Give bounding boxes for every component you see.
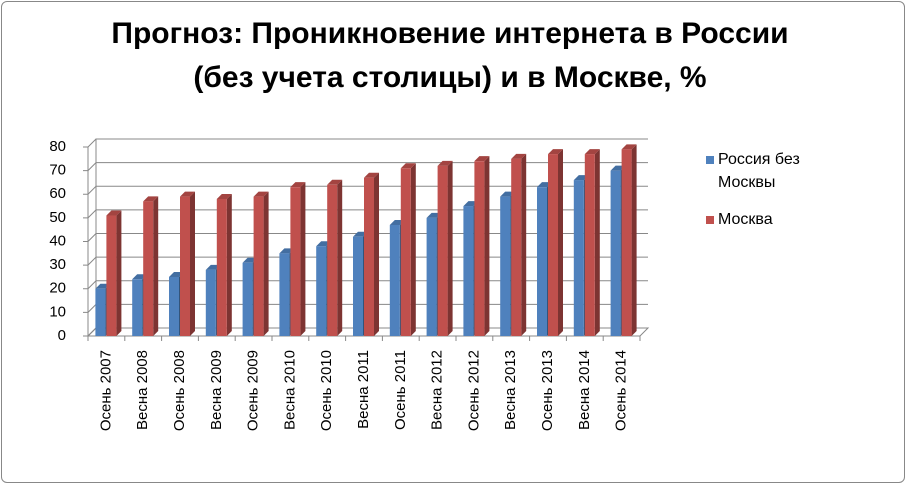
bar	[279, 253, 290, 336]
bar-side	[263, 191, 269, 336]
bar	[353, 236, 363, 336]
bar	[169, 276, 179, 336]
bar	[400, 168, 411, 336]
x-tick-label: Весна 2011	[355, 350, 372, 429]
bar	[584, 154, 595, 336]
bar	[573, 180, 584, 336]
bar	[364, 177, 374, 336]
bar	[95, 288, 106, 336]
bar-top	[364, 172, 379, 178]
y-tick-label: 80	[49, 138, 66, 155]
bar	[132, 279, 143, 336]
legend-entry: Москва	[706, 208, 828, 231]
bar-top	[106, 210, 122, 216]
bar	[621, 149, 632, 336]
legend-entry: Россия без Москвы	[706, 148, 828, 194]
bar-top	[621, 144, 637, 150]
legend-swatch	[706, 156, 714, 164]
bar	[437, 165, 448, 336]
bar	[290, 187, 301, 336]
x-tick-label: Осень 2009	[245, 350, 262, 431]
x-tick-label: Весна 2014	[576, 350, 593, 430]
y-tick-label: 0	[58, 327, 66, 344]
bar-top	[327, 179, 343, 185]
bar-side	[300, 182, 306, 336]
bar-side	[631, 144, 637, 336]
bar-side	[226, 193, 232, 336]
bar	[474, 161, 485, 336]
x-tick-label: Осень 2008	[171, 350, 188, 431]
bar	[389, 224, 400, 336]
bar-side	[190, 191, 195, 336]
bar-top	[180, 191, 195, 197]
x-tick-label: Весна 2012	[429, 350, 446, 430]
bar-top	[474, 156, 490, 162]
bar	[511, 158, 522, 336]
bar	[537, 187, 547, 336]
bar	[205, 269, 216, 336]
bar-top	[216, 193, 232, 199]
x-tick-label: Весна 2008	[134, 350, 151, 430]
y-tick-label: 70	[49, 162, 66, 179]
x-tick-label: Весна 2013	[502, 350, 519, 430]
y-tick-label: 20	[49, 280, 66, 297]
bar-side	[153, 196, 159, 336]
bar	[253, 196, 264, 336]
y-tick-label: 60	[49, 185, 66, 202]
bar	[216, 198, 227, 336]
bar-top	[584, 149, 600, 155]
chart-title: Прогноз: Проникновение интернета в Росси…	[111, 17, 789, 94]
bar	[548, 154, 558, 336]
y-tick-label: 10	[49, 303, 66, 320]
bar-side	[484, 156, 490, 336]
grid-line	[87, 185, 648, 195]
legend-label: Москва	[718, 211, 773, 228]
bar-side	[410, 163, 416, 336]
grid-line	[87, 138, 648, 148]
y-tick-label: 40	[49, 232, 66, 249]
bar	[180, 196, 190, 336]
legend-swatch	[706, 216, 714, 224]
bar	[500, 196, 511, 336]
bar	[143, 201, 154, 336]
x-tick-label: Весна 2009	[208, 350, 225, 430]
bar-side	[337, 179, 343, 336]
bar-side	[447, 160, 453, 336]
y-tick-label: 50	[49, 209, 66, 226]
bar-top	[437, 160, 453, 166]
x-tick-label: Осень 2013	[539, 350, 556, 431]
bar-top	[548, 149, 563, 155]
bar-top	[253, 191, 269, 197]
bar-top	[143, 196, 159, 202]
bar-top	[400, 163, 416, 169]
legend-label: Россия без Москвы	[718, 151, 800, 191]
bar-top	[511, 153, 527, 159]
y-tick-label: 30	[49, 256, 66, 273]
bar-side	[558, 149, 563, 336]
bar-side	[116, 210, 122, 336]
bar-top	[290, 182, 306, 188]
x-tick-label: Осень 2007	[97, 350, 114, 431]
x-tick-label: Осень 2012	[465, 350, 482, 431]
bar	[316, 246, 327, 336]
x-tick-label: Осень 2014	[613, 350, 630, 431]
x-tick-label: Осень 2011	[392, 350, 409, 430]
bar	[610, 170, 621, 336]
bar	[106, 215, 117, 336]
bar	[463, 206, 474, 336]
grid-line	[87, 162, 648, 171]
bar-side	[594, 149, 600, 336]
bar	[327, 184, 338, 336]
bar	[242, 262, 253, 336]
x-tick-label: Осень 2010	[318, 350, 335, 431]
bar-side	[521, 153, 527, 336]
bar	[426, 217, 437, 336]
bar-side	[374, 172, 379, 336]
x-tick-label: Весна 2010	[281, 350, 298, 430]
